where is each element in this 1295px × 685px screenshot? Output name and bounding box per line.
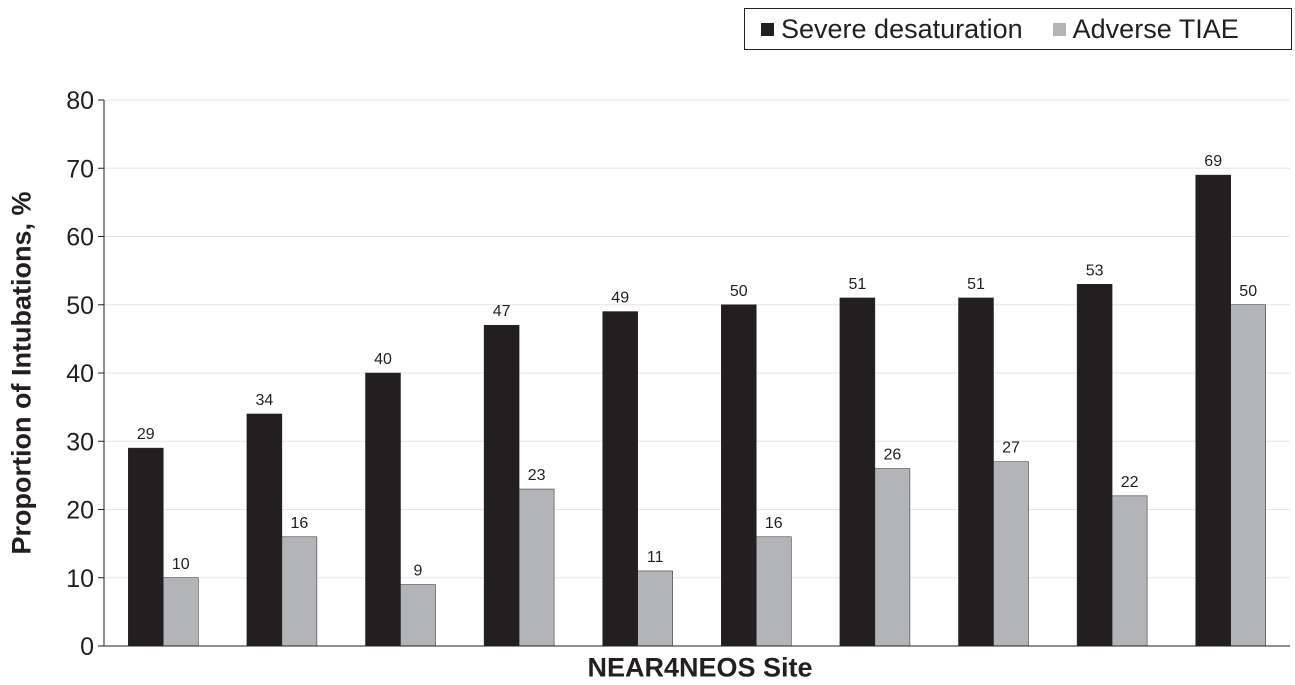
bar-adverse-tiae (1111, 495, 1148, 647)
bar-adverse-tiae (163, 577, 199, 647)
legend-label-severe-desaturation: Severe desaturation (781, 13, 1023, 44)
data-label-adverse-tiae: 10 (172, 556, 190, 573)
legend-item-severe-desaturation: Severe desaturation (761, 13, 1023, 44)
bar-adverse-tiae (637, 570, 673, 647)
legend-swatch-severe-desaturation (761, 22, 774, 36)
bar-severe-desaturation (128, 447, 164, 647)
data-label-severe-desaturation: 40 (374, 351, 392, 368)
bar-adverse-tiae (400, 584, 436, 647)
y-axis-ticks: 0 10 20 30 40 50 60 70 80 (66, 87, 104, 661)
y-tick-label: 80 (66, 87, 94, 115)
bar-adverse-tiae (281, 536, 318, 647)
y-tick-label: 60 (66, 224, 94, 252)
bar-adverse-tiae (874, 468, 911, 647)
data-label-severe-desaturation: 69 (1204, 153, 1222, 170)
y-axis-title: Proportion of Intubations, % (6, 191, 37, 555)
bar-adverse-tiae (993, 461, 1029, 647)
data-label-adverse-tiae: 27 (1002, 440, 1020, 457)
data-label-severe-desaturation: 47 (493, 303, 511, 320)
data-label-severe-desaturation: 34 (256, 392, 274, 409)
y-tick-label: 40 (66, 360, 94, 388)
data-label-severe-desaturation: 51 (849, 276, 867, 293)
axes (103, 100, 1290, 647)
bar-adverse-tiae (1230, 304, 1266, 647)
data-label-adverse-tiae: 16 (291, 515, 309, 532)
x-axis-title: NEAR4NEOS Site (587, 652, 813, 683)
gridlines (104, 99, 1290, 579)
data-label-adverse-tiae: 22 (1121, 474, 1139, 491)
y-tick-label: 0 (80, 633, 94, 661)
bar-severe-desaturation (839, 297, 876, 647)
y-tick-label: 20 (66, 497, 94, 525)
bar-severe-desaturation (246, 413, 283, 647)
bar-severe-desaturation (1195, 174, 1231, 647)
data-label-adverse-tiae: 11 (647, 549, 664, 566)
data-label-adverse-tiae: 50 (1239, 283, 1257, 300)
bar-severe-desaturation (365, 372, 401, 647)
bars: 29 34 40 47 49 50 51 51 53 69 10 16 9 23 11 16 26 27 22 50 (128, 153, 1266, 647)
bar-adverse-tiae (518, 488, 555, 647)
data-label-severe-desaturation: 51 (967, 276, 985, 293)
bar-severe-desaturation (721, 304, 757, 647)
bar-severe-desaturation (483, 324, 520, 647)
data-label-adverse-tiae: 23 (528, 467, 546, 484)
y-tick-label: 50 (66, 292, 94, 320)
data-label-severe-desaturation: 50 (730, 283, 748, 300)
y-tick-label: 30 (66, 428, 94, 456)
legend: Severe desaturation Adverse TIAE (744, 8, 1292, 50)
bar-severe-desaturation (958, 297, 994, 647)
y-tick-label: 70 (66, 155, 94, 183)
legend-item-adverse-tiae: Adverse TIAE (1052, 13, 1239, 44)
legend-label-adverse-tiae: Adverse TIAE (1072, 13, 1239, 44)
data-label-adverse-tiae: 16 (765, 515, 783, 532)
data-label-severe-desaturation: 49 (611, 290, 629, 307)
data-label-severe-desaturation: 29 (137, 426, 155, 443)
bar-adverse-tiae (756, 536, 792, 647)
y-tick-label: 10 (66, 565, 94, 593)
data-label-adverse-tiae: 26 (884, 447, 902, 464)
bar-severe-desaturation (602, 311, 638, 647)
bar-severe-desaturation (1076, 284, 1113, 647)
data-label-severe-desaturation: 53 (1086, 262, 1104, 279)
legend-swatch-adverse-tiae (1052, 22, 1066, 36)
data-label-adverse-tiae: 9 (414, 563, 423, 580)
